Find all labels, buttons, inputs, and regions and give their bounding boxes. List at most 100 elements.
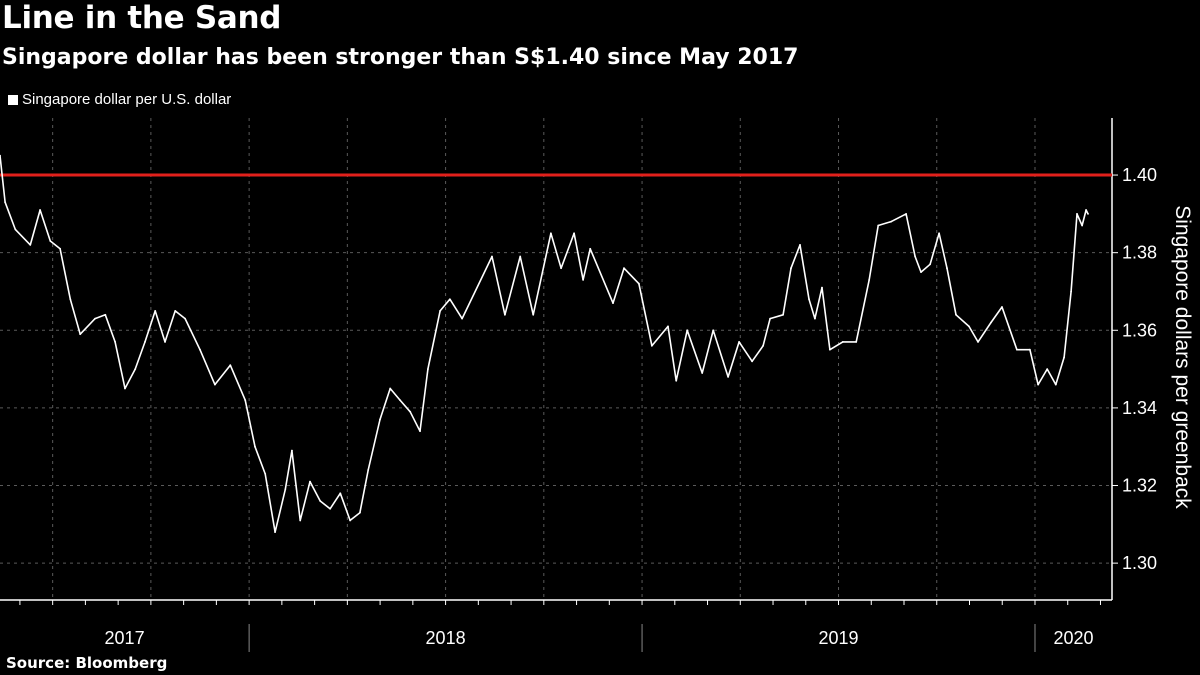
chart-title: Line in the Sand	[2, 0, 282, 36]
x-year-label: 2017	[105, 628, 145, 648]
data-point	[573, 232, 575, 235]
data-point	[855, 341, 858, 343]
data-point	[1081, 224, 1084, 227]
data-point	[14, 228, 17, 231]
data-point	[29, 244, 32, 246]
data-point	[1063, 356, 1065, 359]
data-point	[841, 341, 844, 343]
data-point	[409, 410, 412, 413]
data-point	[134, 368, 137, 370]
data-point	[299, 519, 302, 522]
data-point	[284, 488, 287, 491]
data-point	[701, 372, 704, 374]
data-point	[589, 247, 592, 250]
data-point	[782, 313, 785, 316]
series-points	[0, 154, 1089, 533]
data-point	[1085, 209, 1087, 211]
data-point	[667, 325, 669, 328]
data-point	[309, 480, 311, 483]
data-point	[427, 368, 429, 370]
data-point	[638, 282, 640, 285]
data-point	[990, 321, 992, 324]
data-point	[1028, 348, 1031, 351]
data-point	[920, 271, 922, 273]
axes: 1.30 1.32 1.34 1.36 1.38 1.40 2017 2018 2019 2020	[0, 118, 1157, 652]
data-point	[1046, 368, 1049, 370]
data-point	[264, 472, 267, 475]
data-point	[461, 317, 463, 320]
data-point	[379, 418, 381, 421]
data-point	[1016, 348, 1018, 351]
data-point	[154, 309, 157, 312]
data-point	[79, 333, 82, 336]
y-tick-label: 1.30	[1122, 553, 1157, 573]
data-point	[274, 531, 276, 533]
data-point	[399, 399, 401, 402]
data-point	[114, 341, 117, 343]
data-point	[914, 255, 917, 258]
data-point	[184, 317, 186, 320]
data-point	[199, 348, 201, 351]
data-point	[790, 267, 792, 270]
data-point	[675, 379, 678, 382]
data-point	[49, 240, 52, 242]
data-point	[1087, 212, 1089, 215]
data-point	[814, 317, 816, 320]
source-note: Source: Bloomberg	[6, 654, 168, 672]
data-point	[828, 348, 831, 351]
x-year-label: 2020	[1053, 628, 1093, 648]
legend-label: Singapore dollar per U.S. dollar	[22, 91, 232, 108]
data-point	[94, 317, 96, 320]
data-point	[164, 341, 166, 343]
data-point	[1037, 383, 1040, 386]
data-point	[104, 313, 107, 316]
y-tick-label: 1.36	[1122, 320, 1157, 340]
y-tick-label: 1.40	[1122, 165, 1157, 185]
data-point	[144, 341, 146, 343]
data-point	[244, 399, 247, 402]
data-point	[808, 298, 810, 301]
data-point	[762, 344, 764, 347]
y-axis-label: Singapore dollars per greenback	[1171, 205, 1194, 509]
data-point	[389, 387, 392, 390]
grid	[0, 118, 1112, 600]
data-point	[938, 232, 941, 235]
data-point	[955, 313, 957, 316]
data-point	[977, 341, 979, 343]
data-point	[877, 224, 880, 227]
data-point	[229, 364, 232, 367]
data-point	[367, 469, 370, 471]
data-point	[174, 309, 177, 312]
data-point	[727, 375, 730, 378]
data-point	[560, 267, 563, 270]
data-point	[712, 329, 715, 332]
data-point	[623, 267, 625, 270]
data-point	[214, 383, 216, 386]
legend: Singapore dollar per U.S. dollar	[8, 91, 231, 108]
data-point	[946, 267, 948, 270]
data-point	[291, 449, 293, 452]
data-point	[890, 220, 893, 223]
data-point	[491, 255, 493, 258]
data-point	[968, 325, 970, 328]
data-point	[532, 313, 535, 316]
data-point	[799, 244, 801, 246]
data-point	[868, 278, 871, 281]
data-point	[549, 232, 552, 235]
data-point	[612, 302, 614, 305]
data-point	[419, 430, 421, 433]
data-point	[349, 519, 352, 522]
data-point	[359, 511, 361, 514]
y-tick-label: 1.34	[1122, 398, 1157, 418]
data-point	[4, 201, 7, 204]
data-point	[1054, 383, 1057, 386]
data-point	[738, 341, 741, 343]
data-point	[686, 329, 689, 332]
x-year-label: 2018	[426, 628, 466, 648]
data-point	[504, 313, 506, 316]
x-year-label: 2019	[818, 628, 858, 648]
data-point	[339, 492, 342, 495]
chart-subtitle: Singapore dollar has been stronger than …	[2, 45, 799, 70]
data-point	[1001, 306, 1003, 308]
